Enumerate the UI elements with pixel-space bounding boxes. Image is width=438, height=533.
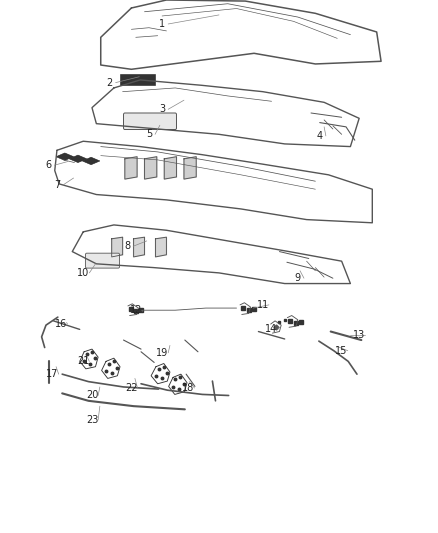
Polygon shape: [112, 237, 123, 257]
Polygon shape: [125, 157, 137, 179]
Text: 15: 15: [336, 346, 348, 356]
Polygon shape: [184, 157, 196, 179]
Polygon shape: [56, 153, 74, 160]
Text: 19: 19: [156, 348, 168, 358]
Polygon shape: [134, 237, 145, 257]
Text: 1: 1: [159, 19, 165, 29]
Text: 14: 14: [265, 325, 278, 334]
Text: 17: 17: [46, 369, 59, 379]
Polygon shape: [82, 157, 100, 165]
Text: 20: 20: [86, 391, 98, 400]
Text: 4: 4: [317, 131, 323, 141]
Text: 8: 8: [124, 241, 130, 251]
Polygon shape: [120, 74, 155, 85]
Text: 13: 13: [353, 330, 365, 340]
Polygon shape: [164, 157, 177, 179]
Text: 18: 18: [182, 383, 194, 393]
Text: 23: 23: [86, 415, 98, 425]
Polygon shape: [69, 155, 87, 163]
FancyBboxPatch shape: [85, 253, 120, 268]
Text: 21: 21: [77, 357, 89, 366]
Text: 12: 12: [130, 305, 142, 315]
Text: 10: 10: [77, 268, 89, 278]
Polygon shape: [155, 237, 166, 257]
Polygon shape: [145, 157, 157, 179]
FancyBboxPatch shape: [124, 113, 177, 130]
Text: 9: 9: [295, 273, 301, 283]
Text: 22: 22: [125, 383, 138, 393]
Text: 2: 2: [106, 78, 113, 87]
Text: 11: 11: [257, 300, 269, 310]
Text: 6: 6: [45, 160, 51, 170]
Text: 16: 16: [55, 319, 67, 329]
Text: 3: 3: [159, 104, 165, 114]
Text: 7: 7: [54, 180, 60, 190]
Text: 5: 5: [146, 130, 152, 139]
